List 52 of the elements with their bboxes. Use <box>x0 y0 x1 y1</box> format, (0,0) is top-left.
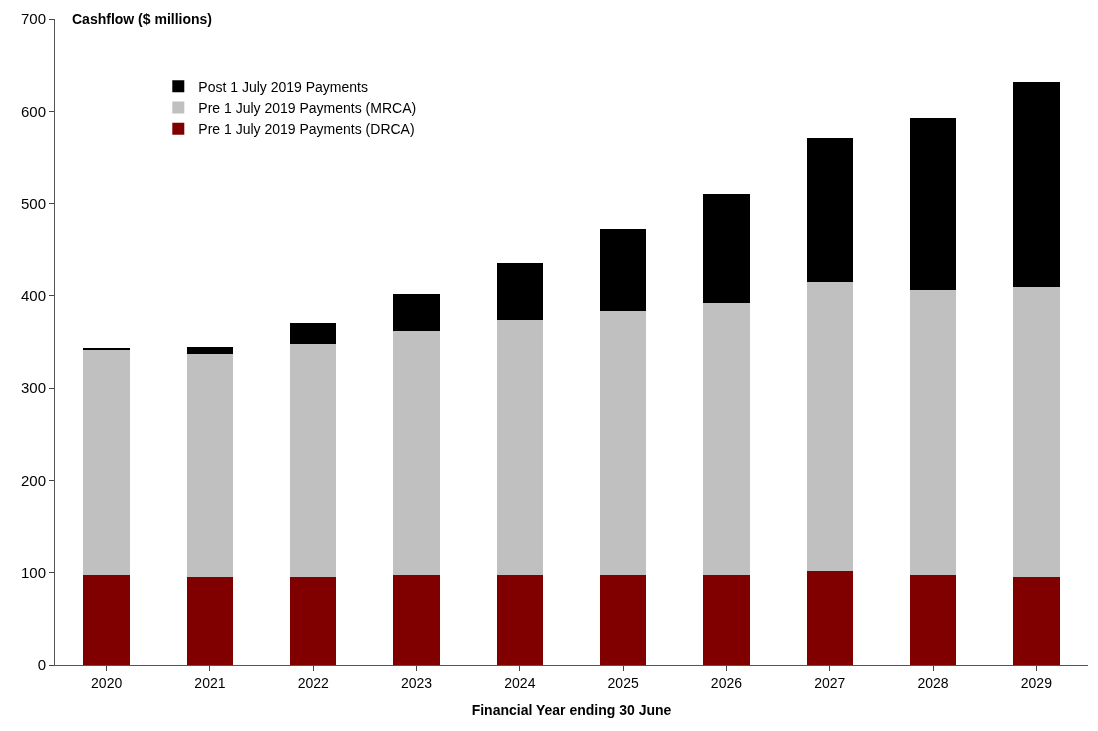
y-axis-title: Cashflow ($ millions) <box>72 11 213 27</box>
bar <box>599 574 647 665</box>
bar <box>290 577 337 665</box>
bar <box>806 282 853 571</box>
bar <box>703 194 750 304</box>
bar <box>909 117 957 291</box>
y-tick-label: 0 <box>37 656 46 674</box>
y-tick-label: 200 <box>20 471 46 489</box>
bar <box>1013 577 1060 665</box>
bar <box>1013 81 1060 287</box>
y-tick-label: 500 <box>20 194 46 212</box>
bar <box>186 354 234 578</box>
bar <box>806 138 853 283</box>
bar <box>83 349 130 575</box>
bar <box>909 290 957 576</box>
bar <box>909 575 957 665</box>
y-tick-label: 600 <box>20 102 46 120</box>
y-tick-label: 700 <box>20 10 46 28</box>
x-tick-label: 2027 <box>814 674 846 691</box>
bar <box>496 319 544 576</box>
bar <box>393 294 440 331</box>
bar <box>703 303 750 575</box>
x-tick-label: 2024 <box>504 674 536 691</box>
bar <box>290 343 337 578</box>
bar <box>186 577 234 665</box>
x-tick-label: 2028 <box>917 674 949 691</box>
x-tick-label: 2020 <box>91 674 123 691</box>
x-tick-label: 2022 <box>297 674 330 691</box>
x-tick-label: 2029 <box>1020 674 1053 691</box>
bar <box>393 575 440 665</box>
bar <box>496 575 544 665</box>
legend-label: Pre 1 July 2019 Payments (MRCA) <box>198 99 417 116</box>
bar <box>393 330 440 576</box>
legend-label: Post 1 July 2019 Payments <box>198 78 368 95</box>
x-tick-label: 2023 <box>400 674 433 691</box>
bar <box>186 346 234 354</box>
bar <box>496 262 544 320</box>
bar <box>599 310 647 575</box>
y-tick-label: 300 <box>20 379 46 397</box>
y-tick-label: 100 <box>20 563 46 581</box>
bar <box>806 570 853 665</box>
bar <box>290 322 337 344</box>
legend-label: Pre 1 July 2019 Payments (DRCA) <box>198 121 415 138</box>
bar <box>703 574 750 665</box>
bar <box>599 229 647 311</box>
x-tick-label: 2026 <box>710 674 743 691</box>
x-axis-title: Financial Year ending 30 June <box>471 702 672 719</box>
x-tick-label: 2021 <box>194 674 226 691</box>
bar <box>1013 286 1060 578</box>
x-tick-label: 2025 <box>607 674 639 691</box>
y-tick-label: 400 <box>20 287 46 305</box>
bar <box>83 574 130 665</box>
